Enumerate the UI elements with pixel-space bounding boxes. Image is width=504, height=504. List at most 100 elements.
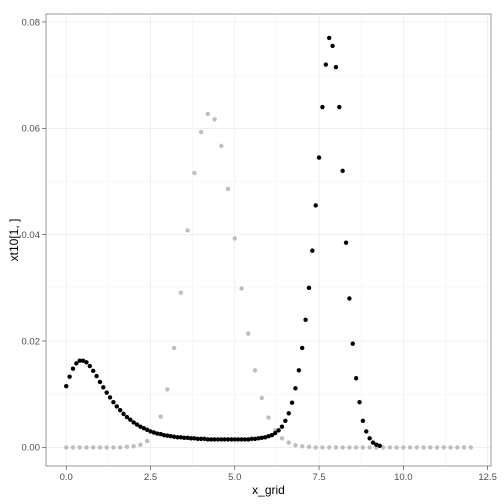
series-2-point bbox=[353, 376, 359, 381]
series-2-point bbox=[192, 436, 197, 441]
series-2-point bbox=[357, 399, 362, 405]
series-2-point bbox=[303, 317, 308, 322]
series-1-point bbox=[104, 445, 109, 450]
series-2-point bbox=[202, 436, 207, 442]
series-2-point bbox=[198, 436, 204, 442]
series-2-point bbox=[239, 437, 244, 442]
minor-gridlines bbox=[46, 14, 491, 466]
y-axis-ticks: 0.00 0.02 0.04 0.06 0.08 bbox=[22, 17, 46, 454]
series-2-point bbox=[259, 435, 264, 441]
series-1-point bbox=[144, 438, 150, 444]
y-axis-title: xt10[1, ] bbox=[7, 219, 21, 262]
series-1-point bbox=[266, 415, 271, 420]
series-2-point bbox=[114, 404, 119, 409]
series-2-point bbox=[185, 435, 190, 441]
x-tick-label: 0.0 bbox=[60, 472, 73, 483]
series-2-point bbox=[215, 437, 221, 442]
series-1-point bbox=[300, 444, 305, 449]
series-2-point bbox=[313, 203, 318, 208]
series-1-point bbox=[286, 440, 291, 445]
series-1-point bbox=[64, 445, 69, 450]
series-2-point bbox=[246, 437, 251, 442]
series-1-point bbox=[293, 443, 298, 448]
series-1-point bbox=[340, 445, 345, 450]
series-2-point bbox=[107, 395, 113, 400]
series-2-point bbox=[266, 434, 271, 439]
series-1-point bbox=[407, 445, 413, 450]
series-2-point bbox=[262, 435, 268, 440]
series-2-point bbox=[222, 437, 227, 442]
series-2-point bbox=[182, 435, 187, 441]
y-tick-label: 0.04 bbox=[22, 230, 41, 241]
series-2-point bbox=[94, 373, 99, 379]
series-1-point bbox=[239, 286, 244, 291]
plot-panel-border bbox=[45, 13, 492, 467]
series-1-point bbox=[353, 445, 359, 450]
series-2-point bbox=[249, 436, 254, 442]
series-2-point bbox=[165, 433, 170, 438]
series-2-point bbox=[168, 434, 173, 439]
series-2-point bbox=[323, 62, 329, 67]
series-2-point bbox=[74, 361, 79, 366]
series-2-point bbox=[252, 436, 258, 442]
series-1-point bbox=[165, 387, 170, 392]
series-2-point bbox=[131, 420, 136, 425]
series-1-point bbox=[158, 414, 163, 419]
y-tick-label: 0.02 bbox=[22, 336, 41, 347]
series-2-point bbox=[80, 358, 86, 363]
series-1-point bbox=[90, 445, 96, 450]
series-2-point bbox=[232, 437, 237, 442]
series-2-point bbox=[256, 436, 261, 441]
series-2-point bbox=[205, 437, 211, 442]
series-1-point bbox=[367, 445, 372, 450]
series-2-point bbox=[300, 345, 305, 351]
series-2-point bbox=[188, 436, 194, 441]
series-2-point bbox=[134, 422, 140, 427]
series-2-point bbox=[377, 443, 382, 448]
series-2-point bbox=[374, 442, 379, 447]
series-1-point bbox=[434, 445, 440, 450]
series-2-point bbox=[289, 400, 295, 405]
series-2-point bbox=[269, 432, 275, 438]
series-1-point bbox=[138, 442, 143, 447]
series-2-point bbox=[326, 35, 332, 41]
series-1-point bbox=[455, 445, 460, 450]
series-2-point bbox=[141, 426, 146, 431]
series-1-point bbox=[185, 228, 190, 233]
series-1-point bbox=[448, 445, 453, 450]
series-2-point bbox=[84, 360, 89, 365]
series-1-point bbox=[468, 445, 473, 450]
series-2-point bbox=[161, 432, 167, 438]
series-1-point bbox=[246, 331, 251, 336]
series-1-point bbox=[259, 395, 264, 401]
series-1-point bbox=[394, 445, 399, 450]
series-2-point bbox=[316, 155, 322, 160]
series-2-point bbox=[144, 427, 150, 433]
series-2-point bbox=[155, 431, 160, 436]
series-2-point bbox=[175, 435, 180, 440]
series-1-point bbox=[219, 143, 224, 149]
series-2-point bbox=[340, 168, 345, 174]
series-2-point bbox=[364, 429, 369, 434]
series-2-point bbox=[138, 424, 143, 429]
series-2-point bbox=[293, 386, 298, 391]
series-1-point bbox=[171, 345, 177, 351]
series-2-point bbox=[276, 428, 281, 433]
series-2-point bbox=[370, 440, 376, 445]
x-axis-title: x_grid bbox=[252, 483, 285, 497]
series-2-point bbox=[70, 366, 76, 371]
series-1-point bbox=[117, 445, 123, 450]
series-2-point bbox=[343, 240, 349, 245]
series-1-point bbox=[387, 445, 393, 450]
series-1-point bbox=[77, 445, 82, 450]
series-2-point bbox=[360, 418, 366, 423]
y-tick-label: 0.00 bbox=[22, 443, 41, 454]
y-tick-label: 0.06 bbox=[22, 124, 41, 135]
series-1-point bbox=[192, 170, 197, 176]
series-1-point bbox=[428, 445, 433, 450]
series-2-point bbox=[235, 437, 241, 442]
series-2-point bbox=[337, 104, 342, 110]
series-2-point bbox=[117, 407, 123, 413]
